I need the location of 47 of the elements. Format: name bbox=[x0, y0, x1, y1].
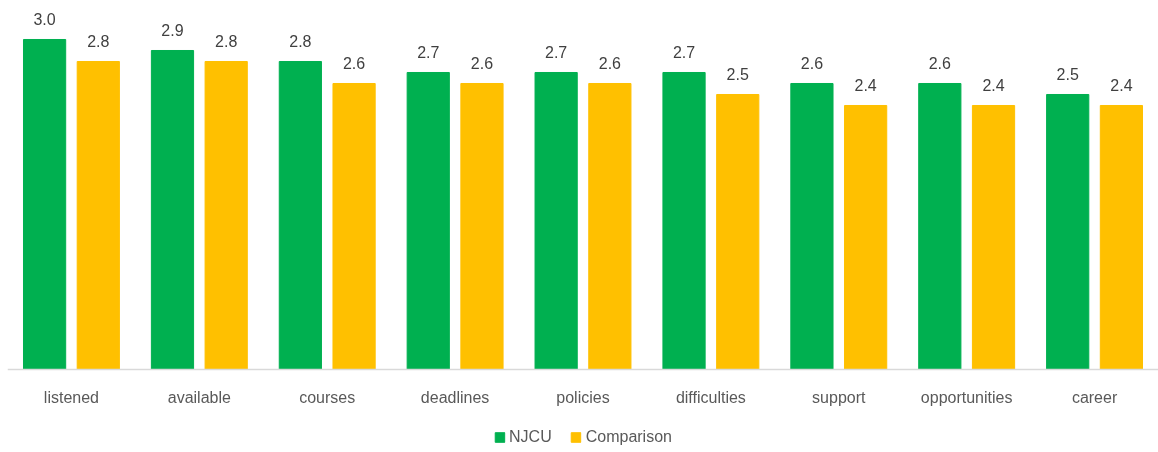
data-label: 2.5 bbox=[1056, 66, 1079, 84]
data-label: 2.7 bbox=[545, 44, 568, 62]
bar bbox=[534, 72, 578, 370]
data-label: 2.6 bbox=[928, 55, 952, 73]
bar bbox=[844, 105, 888, 370]
bar bbox=[22, 39, 67, 370]
data-label: 2.4 bbox=[982, 77, 1005, 95]
bar bbox=[278, 61, 322, 370]
x-tick-label: deadlines bbox=[420, 389, 490, 407]
data-label: 2.6 bbox=[342, 55, 366, 73]
data-label: 2.6 bbox=[470, 55, 494, 73]
bar bbox=[971, 105, 1016, 370]
bar bbox=[716, 94, 760, 370]
bar bbox=[76, 61, 120, 370]
bar bbox=[588, 83, 632, 370]
data-label: 2.5 bbox=[726, 66, 749, 84]
data-label: 2.8 bbox=[87, 33, 110, 51]
bar bbox=[1046, 94, 1090, 370]
bar bbox=[1099, 105, 1144, 370]
bar bbox=[662, 72, 706, 370]
data-label: 2.8 bbox=[215, 33, 238, 51]
bar bbox=[332, 83, 376, 370]
x-tick-label: opportunities bbox=[920, 389, 1013, 407]
legend-label: Comparison bbox=[585, 428, 672, 446]
data-label: 2.8 bbox=[289, 33, 312, 51]
data-label: 3.0 bbox=[33, 11, 56, 29]
bar bbox=[150, 50, 195, 370]
data-label: 2.4 bbox=[1110, 77, 1133, 95]
bar bbox=[918, 83, 962, 370]
data-label: 2.6 bbox=[800, 55, 824, 73]
x-tick-label: career bbox=[1071, 389, 1118, 407]
data-label: 2.7 bbox=[672, 44, 696, 62]
legend-label: NJCU bbox=[509, 428, 552, 446]
bar bbox=[460, 83, 504, 370]
data-label: 2.9 bbox=[161, 22, 184, 40]
x-tick-label: policies bbox=[556, 389, 610, 407]
x-tick-label: courses bbox=[299, 389, 356, 407]
bar bbox=[204, 61, 248, 370]
x-tick-label: support bbox=[812, 389, 867, 407]
data-label: 2.7 bbox=[417, 44, 440, 62]
data-label: 2.4 bbox=[854, 77, 877, 95]
x-tick-label: difficulties bbox=[675, 389, 746, 407]
bar bbox=[406, 72, 450, 370]
data-label: 2.6 bbox=[598, 55, 622, 73]
x-tick-label: listened bbox=[43, 389, 100, 407]
bar bbox=[790, 83, 834, 370]
x-tick-label: available bbox=[167, 389, 232, 407]
